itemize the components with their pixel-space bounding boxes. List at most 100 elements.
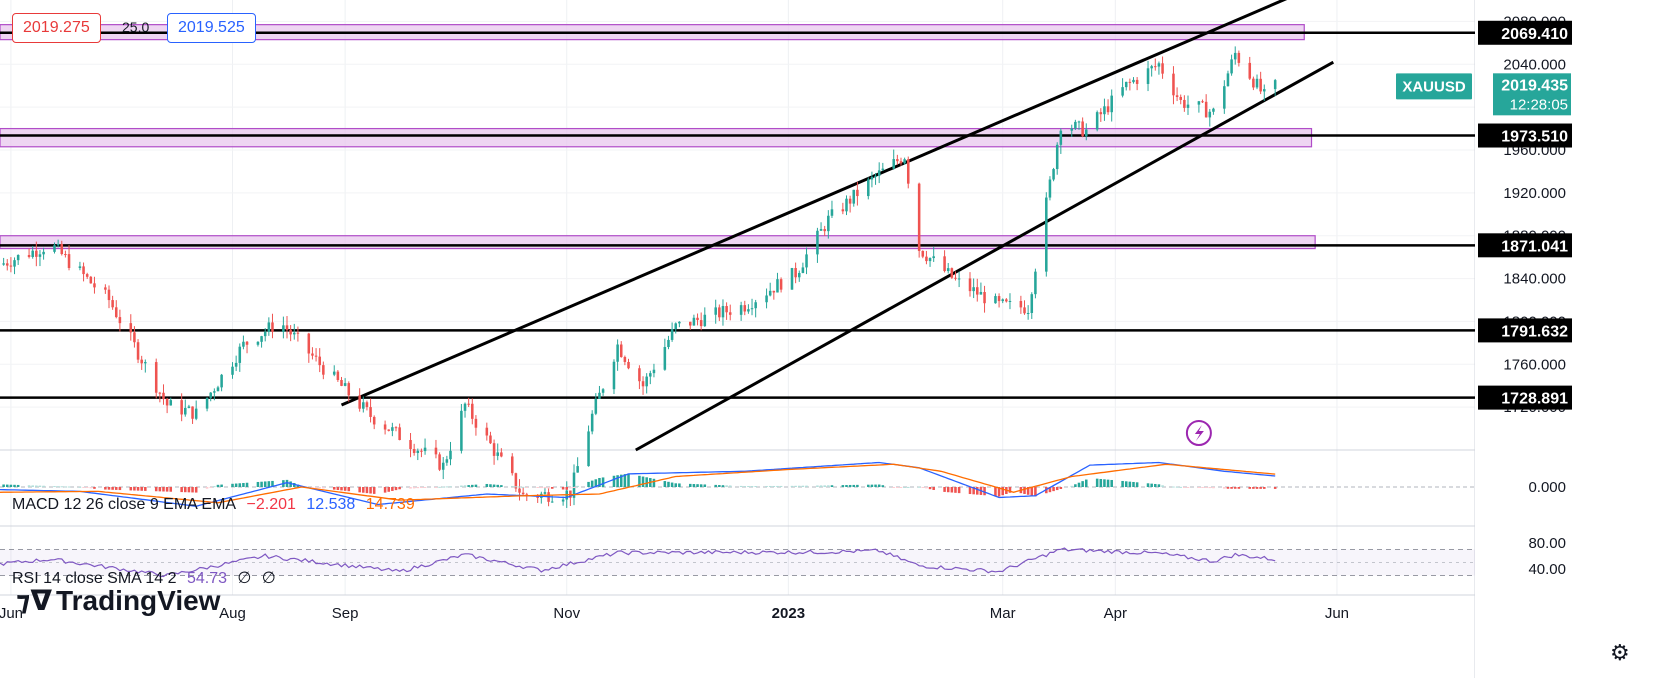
candle-body <box>645 376 648 387</box>
macd-histogram-bar <box>536 487 539 488</box>
macd-histogram-bar <box>118 487 122 491</box>
candle-body <box>398 427 401 441</box>
candle-body <box>1175 95 1179 97</box>
candle-body <box>518 488 521 493</box>
macd-histogram-bar <box>819 485 823 487</box>
candle-body <box>754 302 757 309</box>
macd-histogram-bar <box>638 475 641 487</box>
macd-histogram-bar <box>768 485 772 487</box>
candle-body <box>42 251 45 255</box>
macd-histogram-bar <box>870 484 874 487</box>
macd-histogram-bar <box>627 473 630 487</box>
candle-body <box>16 255 20 261</box>
candle-body <box>64 254 67 256</box>
macd-histogram-bar <box>1077 482 1081 487</box>
candle-body <box>234 362 238 367</box>
macd-histogram-bar <box>85 487 89 488</box>
candle-body <box>347 383 351 396</box>
macd-histogram-bar <box>899 487 903 488</box>
macd-histogram-bar <box>1233 487 1237 489</box>
macd-histogram-bar <box>801 485 805 487</box>
candle-body <box>638 368 641 382</box>
candle-body <box>649 373 652 377</box>
macd-histogram-bar <box>510 485 514 487</box>
candle-body <box>420 450 423 452</box>
macd-histogram-bar <box>747 486 750 488</box>
macd-histogram-bar <box>165 487 169 492</box>
candle-body <box>496 452 499 456</box>
candle-body <box>158 392 162 394</box>
candle-body <box>750 308 754 310</box>
macd-histogram-bar <box>518 486 521 488</box>
macd-histogram-bar <box>779 485 783 487</box>
candle-body <box>409 440 412 450</box>
candle-body <box>725 306 728 313</box>
time-axis: Jun Aug Sep Nov 2023 Mar Apr Jun <box>0 605 1349 622</box>
macd-histogram-bar <box>27 485 31 487</box>
spread: 25.0 <box>122 19 150 35</box>
candle-body <box>85 274 89 277</box>
candle-body <box>78 266 82 269</box>
macd-histogram-bar <box>943 487 946 492</box>
macd-histogram-bar <box>234 483 238 487</box>
macd-histogram-bar <box>187 487 191 493</box>
candle-body <box>772 290 776 293</box>
candle-body <box>256 341 260 345</box>
macd-histogram-bar <box>1026 487 1030 495</box>
candles <box>2 46 1277 508</box>
macd-histogram-bar <box>1179 486 1182 488</box>
time-axis-label: Aug <box>219 605 246 622</box>
candle-body <box>205 397 209 409</box>
candle-body <box>714 307 717 315</box>
rsi-legend[interactable]: RSI 14 close SMA 14 2 54.73 ∅ ∅ <box>12 568 282 588</box>
candle-body <box>968 278 972 292</box>
candle-body <box>536 496 539 498</box>
candle-body <box>877 170 881 176</box>
bid-price[interactable]: 2019.275 <box>12 13 101 43</box>
candle-body <box>282 325 285 332</box>
macd-histogram-bar <box>739 485 743 487</box>
candle-body <box>1124 81 1128 88</box>
macd-histogram-bar <box>928 487 932 490</box>
candle-body <box>296 332 300 334</box>
candle-body <box>1186 104 1190 108</box>
candle-body <box>699 320 703 327</box>
macd-histogram-bar <box>144 487 147 491</box>
candle-body <box>104 287 107 290</box>
candle-body <box>576 466 579 473</box>
macd-legend[interactable]: MACD 12 26 close 9 EMA EMA −2.201 12.538… <box>12 496 421 514</box>
candle-body <box>412 449 416 453</box>
macd-histogram-bar <box>1084 479 1088 487</box>
candle-body <box>289 329 292 335</box>
time-axis-label: Jun <box>1325 605 1349 622</box>
macd-histogram-bar <box>1259 487 1262 489</box>
macd-histogram-bar <box>572 487 576 488</box>
candle-body <box>972 287 975 292</box>
candle-body <box>1204 101 1208 118</box>
gear-icon[interactable]: ⚙ <box>1610 640 1630 665</box>
macd-histogram-bar <box>594 479 598 487</box>
candle-body <box>343 383 347 386</box>
macd-histogram-bar <box>416 487 420 489</box>
macd-histogram-bar <box>728 485 732 487</box>
macd-histogram-bar <box>601 477 605 487</box>
candle-body <box>747 309 750 312</box>
ask-price[interactable]: 2019.525 <box>167 13 256 43</box>
candle-body <box>612 361 616 390</box>
macd-histogram-bar <box>358 487 361 493</box>
macd-histogram-bar <box>692 484 696 487</box>
candle-body <box>1026 312 1030 314</box>
macd-histogram-bar <box>641 476 645 487</box>
candle-body <box>1081 121 1084 137</box>
macd-histogram-bar <box>1106 479 1110 487</box>
candle-body <box>445 459 449 463</box>
time-axis-label: Apr <box>1104 605 1127 622</box>
candle-body <box>874 175 877 178</box>
macd-histogram-bar <box>1263 487 1266 489</box>
candle-body <box>1023 307 1026 314</box>
macd-histogram-bar <box>336 487 340 491</box>
macd-histogram-bar <box>1201 487 1204 488</box>
candle-body <box>209 392 212 398</box>
